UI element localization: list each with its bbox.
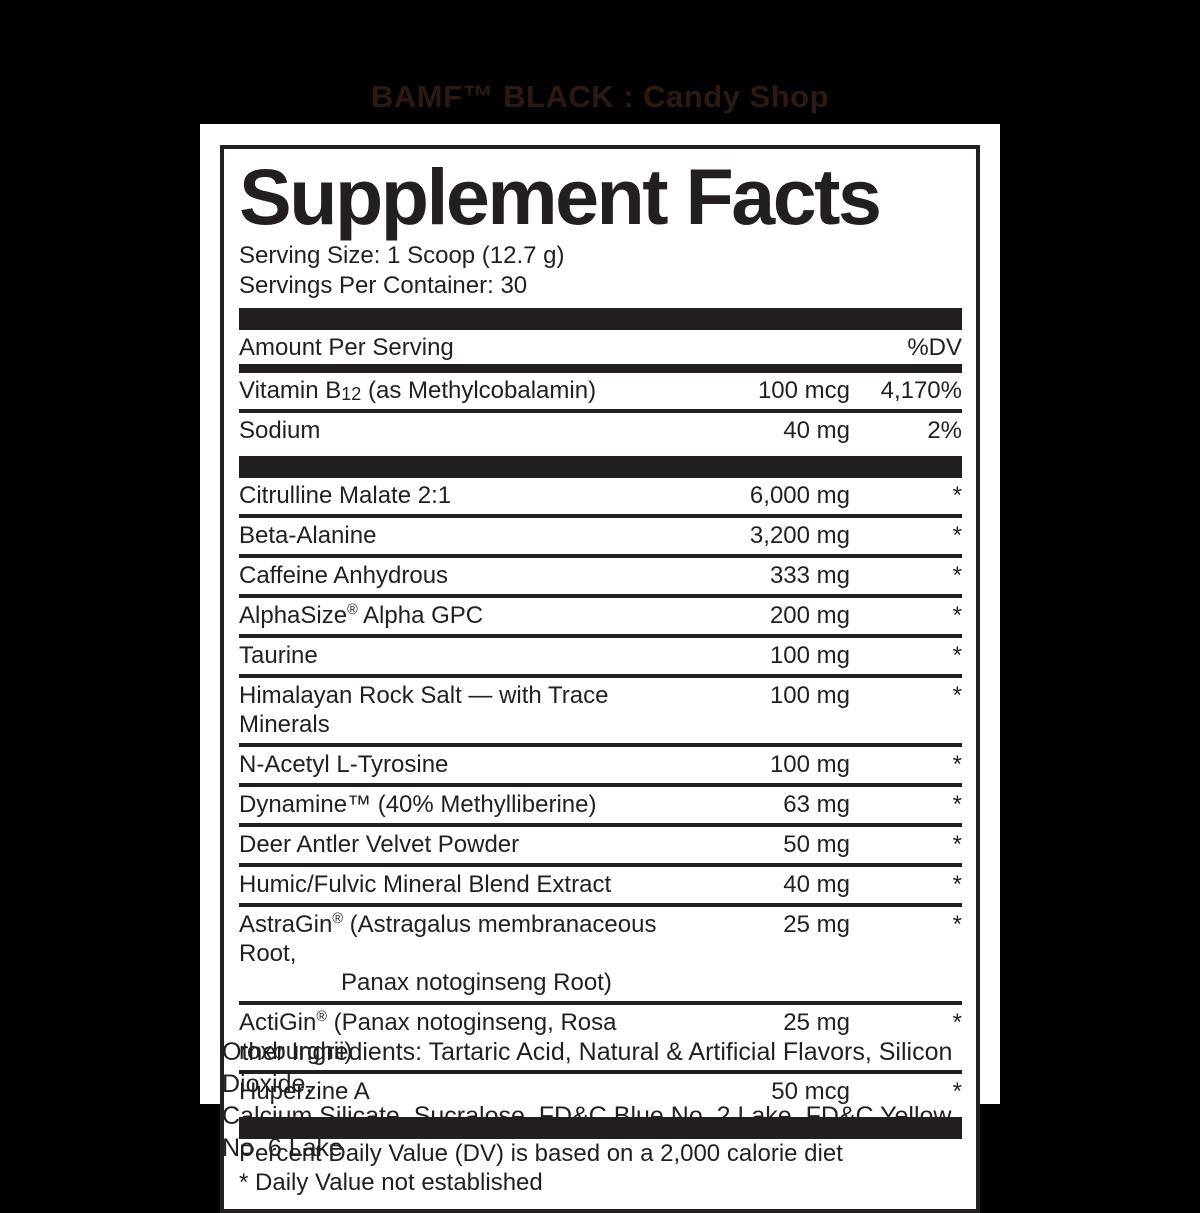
- nutrient-dv: *: [952, 1078, 962, 1105]
- nutrient-dv: *: [952, 602, 962, 629]
- nutrient-name: Beta-Alanine: [239, 522, 377, 549]
- nutrient-dv: 2%: [927, 417, 962, 444]
- supplement-facts-heading: Supplement Facts: [239, 152, 882, 241]
- nutrient-amount: 200 mg: [769, 602, 850, 629]
- nutrient-name: Caffeine Anhydrous: [239, 562, 449, 589]
- nutrient-row: Deer Antler Velvet Powder 50 mg *: [239, 823, 962, 863]
- nutrient-row: AstraGin® (Astragalus membranaceous Root…: [239, 903, 962, 1001]
- nutrient-name: Sodium: [239, 417, 321, 444]
- servings-per-container-line: Servings Per Container: 30: [239, 272, 528, 299]
- supplement-facts-panel: Supplement Facts Serving Size: 1 Scoop (…: [220, 145, 980, 1213]
- nutrient-row: Caffeine Anhydrous 333 mg *: [239, 554, 962, 594]
- asterisk-footnote: * Daily Value not established: [239, 1169, 543, 1196]
- vitamin-rows: Vitamin B12 (as Methylcobalamin) 100 mcg 4…: [239, 373, 962, 449]
- nutrient-dv: *: [952, 911, 962, 938]
- nutrient-amount: 25 mg: [783, 911, 850, 938]
- product-flavor-title: BAMF™ BLACK : Candy Shop: [370, 79, 830, 114]
- nutrient-name: ActiGin® (Panax notoginseng, Rosa roxbur…: [239, 1009, 617, 1065]
- divider-bar-bottom: [239, 1117, 962, 1139]
- serving-size-line: Serving Size: 1 Scoop (12.7 g): [239, 242, 565, 269]
- nutrient-dv: *: [952, 751, 962, 778]
- nutrient-amount: 50 mg: [783, 831, 850, 858]
- nutrient-dv: *: [952, 1009, 962, 1036]
- nutrient-dv: *: [952, 482, 962, 509]
- nutrient-row: AlphaSize® Alpha GPC 200 mg *: [239, 594, 962, 634]
- nutrient-dv: *: [952, 831, 962, 858]
- other-ingredients-line-1: Other Ingredients: Tartaric Acid, Natura…: [222, 1038, 953, 1098]
- column-header-row: Amount Per Serving %DV: [239, 330, 962, 364]
- label-sheet: Supplement Facts Serving Size: 1 Scoop (…: [200, 124, 1000, 1213]
- percent-dv-header: %DV: [907, 334, 962, 361]
- nutrient-name: Deer Antler Velvet Powder: [239, 831, 520, 858]
- daily-value-footnote: Percent Daily Value (DV) is based on a 2…: [239, 1140, 843, 1167]
- nutrient-dv: *: [952, 791, 962, 818]
- nutrient-row: Humic/Fulvic Mineral Blend Extract 40 mg *: [239, 863, 962, 903]
- nutrient-row: Beta-Alanine 3,200 mg *: [239, 514, 962, 554]
- nutrient-amount: 100 mg: [769, 642, 850, 669]
- nutrient-name: Himalayan Rock Salt — with Trace Mineral…: [239, 682, 609, 738]
- nutrient-dv: *: [952, 642, 962, 669]
- nutrient-amount: 50 mcg: [771, 1078, 850, 1105]
- nutrient-row: Dynamine™ (40% Methylliberine) 63 mg *: [239, 783, 962, 823]
- nutrient-amount: 3,200 mg: [749, 522, 850, 549]
- nutrient-row: Citrulline Malate 2:1 6,000 mg *: [239, 478, 962, 514]
- nutrient-name: Humic/Fulvic Mineral Blend Extract: [239, 871, 612, 898]
- nutrient-amount: 6,000 mg: [749, 482, 850, 509]
- nutrient-dv: *: [952, 682, 962, 709]
- nutrient-amount: 25 mg: [783, 1009, 850, 1036]
- nutrient-row: ActiGin® (Panax notoginseng, Rosa roxbur…: [239, 1001, 962, 1070]
- divider-bar-top: [239, 308, 962, 330]
- nutrient-dv: *: [952, 522, 962, 549]
- divider-bar-header: [239, 364, 962, 373]
- nutrient-name: Huperzine A: [239, 1078, 370, 1105]
- divider-bar-middle: [239, 456, 962, 478]
- other-ingredients-line-2: Calcium Silicate, Sucralose, FD&C Blue N…: [222, 1102, 952, 1162]
- nutrient-amount: 100 mg: [769, 682, 850, 709]
- nutrient-dv: *: [952, 871, 962, 898]
- nutrient-name: N-Acetyl L-Tyrosine: [239, 751, 449, 778]
- nutrient-amount: 40 mg: [783, 871, 850, 898]
- nutrient-row: Himalayan Rock Salt — with Trace Mineral…: [239, 674, 962, 743]
- nutrient-amount: 40 mg: [783, 417, 850, 444]
- other-ingredients-block: Other Ingredients: Tartaric Acid, Natura…: [222, 1036, 980, 1164]
- nutrient-name: Vitamin B12 (as Methylcobalamin): [239, 377, 597, 405]
- nutrient-name: Dynamine™ (40% Methylliberine): [239, 791, 597, 818]
- nutrient-row: Taurine 100 mg *: [239, 634, 962, 674]
- nutrient-amount: 333 mg: [769, 562, 850, 589]
- nutrient-name: AstraGin® (Astragalus membranaceous Root…: [239, 911, 657, 996]
- nutrient-amount: 100 mg: [769, 751, 850, 778]
- nutrient-dv: *: [952, 562, 962, 589]
- nutrient-row: Vitamin B12 (as Methylcobalamin) 100 mcg 4…: [239, 373, 962, 409]
- nutrient-row: Huperzine A 50 mcg *: [239, 1070, 962, 1110]
- nutrient-row: N-Acetyl L-Tyrosine 100 mg *: [239, 743, 962, 783]
- nutrient-name: Taurine: [239, 642, 318, 669]
- amount-per-serving-header: Amount Per Serving: [239, 334, 454, 361]
- nutrient-amount: 100 mcg: [757, 377, 850, 404]
- nutrient-amount: 63 mg: [783, 791, 850, 818]
- nutrient-name: Citrulline Malate 2:1: [239, 482, 452, 509]
- nutrient-name: AlphaSize® Alpha GPC: [239, 602, 484, 629]
- nutrient-dv: 4,170%: [880, 377, 962, 404]
- ingredient-rows: Citrulline Malate 2:1 6,000 mg * Beta-Alani…: [239, 478, 962, 1110]
- nutrient-row: Sodium 40 mg 2%: [239, 409, 962, 449]
